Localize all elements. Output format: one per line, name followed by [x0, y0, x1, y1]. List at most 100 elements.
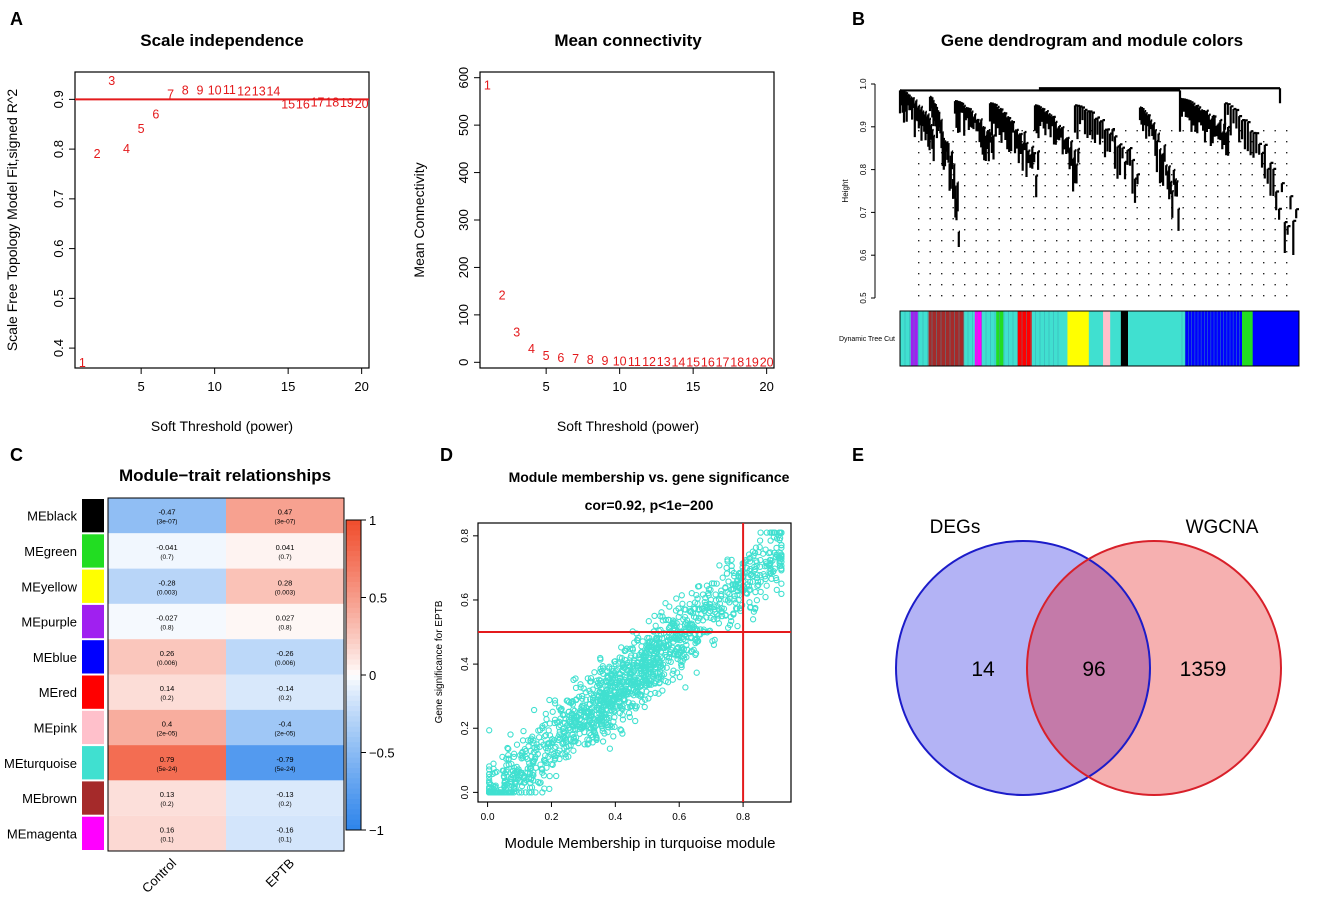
y-tick-label: 0.7 [51, 190, 66, 208]
heatmap-cell-pvalue: (0.2) [160, 801, 173, 808]
legend-step [346, 716, 361, 722]
mm-gs-point [726, 590, 733, 598]
mm-gs-point [678, 592, 685, 599]
mm-gs-point [586, 706, 594, 714]
scale-independence-y-axis: 0.4 0.5 0.6 0.7 0.8 0.9 [51, 90, 75, 357]
heatmap-cell-pvalue: (5e-24) [275, 766, 296, 773]
mm-gs-point [582, 689, 589, 696]
mm-gs-point [503, 755, 510, 762]
panel-b-dendrogram: B Gene dendrogram and module colors 0.50… [839, 9, 1300, 367]
mm-gs-point [760, 571, 767, 578]
mm-gs-point [635, 674, 642, 681]
mm-gs-point [624, 659, 631, 667]
mm-gs-point [604, 715, 611, 723]
mm-gs-point [578, 692, 586, 700]
mm-gs-point [674, 632, 681, 639]
mm-gs-point [642, 676, 649, 684]
point-label-10: 10 [613, 354, 627, 368]
y-tick-label: 300 [456, 209, 471, 231]
heatmap-cell-MEpurple-Control [108, 603, 226, 640]
x-tick-label: 0.4 [608, 812, 622, 823]
mm-gs-point [724, 556, 731, 563]
legend-tick-label: 1 [369, 513, 376, 528]
mm-gs-point [497, 789, 504, 796]
legend-step [346, 582, 361, 588]
mm-gs-point [763, 562, 770, 569]
mm-gs-point [633, 659, 641, 667]
heatmap-cell-pvalue: (0.003) [157, 589, 178, 596]
dendrogram-y-axis: 0.5 0.6 0.7 0.8 0.9 1.0 [859, 78, 875, 304]
row-label-MEblue: MEblue [33, 650, 77, 665]
point-label-8: 8 [587, 353, 594, 367]
heatmap-cell-pvalue: (2e-05) [157, 730, 178, 737]
mm-gs-point [633, 636, 641, 644]
mm-gs-point [508, 789, 515, 796]
heatmap-cell-pvalue: (0.8) [160, 625, 173, 632]
mm-gs-point [628, 652, 635, 659]
module-swatch-MEturquoise [82, 746, 104, 780]
mm-gs-point [656, 635, 663, 642]
mm-gs-point [653, 634, 660, 641]
mm-gs-point [621, 664, 628, 672]
mm-gs-point [486, 727, 493, 734]
mm-gs-point [658, 643, 665, 650]
mm-gs-point [579, 695, 586, 702]
mm-gs-point [542, 732, 550, 739]
mm-gs-point [536, 780, 543, 787]
legend-step [346, 628, 361, 635]
legend-step [346, 788, 361, 795]
legend-step [346, 706, 361, 712]
mm-gs-point [643, 662, 650, 669]
mm-gs-point [542, 752, 549, 759]
legend-step [346, 638, 361, 645]
mm-gs-title: Module membership vs. gene significance [509, 469, 790, 485]
mm-gs-point [715, 596, 723, 603]
mm-gs-point [619, 716, 627, 723]
mm-gs-point [762, 593, 769, 601]
mm-gs-y-label: Gene significance for EPTB [434, 600, 445, 723]
module-segment-10 [1031, 311, 1068, 366]
mm-gs-point [763, 529, 770, 536]
mm-gs-point [603, 699, 610, 706]
y-tick-label: 200 [456, 257, 471, 279]
heatmap-cells: -0.47 (3e-07) 0.47 (3e-07) -0.041 (0.7) 0.041 (… [108, 498, 344, 851]
venn-wgcna-only-count: 1359 [1180, 658, 1227, 681]
mm-gs-point [743, 569, 751, 576]
legend-step [346, 757, 361, 764]
legend-step [346, 799, 361, 805]
mm-gs-point [507, 731, 514, 738]
point-label-14: 14 [671, 355, 685, 369]
mm-gs-point [745, 551, 753, 558]
mm-gs-point [607, 671, 614, 678]
mm-gs-point [659, 664, 666, 671]
point-label-14: 14 [266, 84, 280, 98]
x-tick-label: 10 [207, 379, 221, 394]
module-segment-18 [1242, 311, 1253, 366]
mm-gs-point [571, 716, 578, 723]
mm-gs-point [767, 569, 775, 577]
point-label-11: 11 [628, 355, 641, 369]
mm-gs-point [649, 672, 656, 679]
mm-gs-point [680, 645, 688, 653]
mm-gs-point [610, 718, 617, 725]
mm-gs-point [585, 740, 592, 747]
mm-gs-point [551, 719, 558, 727]
mm-gs-point [662, 600, 669, 607]
heatmap-cell-value: 0.14 [160, 684, 175, 693]
point-label-16: 16 [296, 97, 310, 111]
legend-step [346, 669, 361, 676]
mm-gs-point [566, 724, 573, 731]
mm-gs-point [778, 580, 785, 587]
legend-step [346, 690, 361, 697]
mm-gs-point [747, 554, 754, 561]
y-tick-label: 400 [456, 162, 471, 184]
mm-gs-point [575, 721, 582, 729]
heatmap-cell-MEturquoise-Control [108, 745, 226, 781]
heatmap-cell-pvalue: (3e-07) [157, 519, 178, 526]
mm-gs-point [612, 667, 619, 675]
point-label-19: 19 [745, 355, 759, 369]
module-swatch-MEmagenta [82, 816, 104, 850]
mm-gs-point [686, 600, 693, 608]
mm-gs-point [590, 692, 598, 699]
